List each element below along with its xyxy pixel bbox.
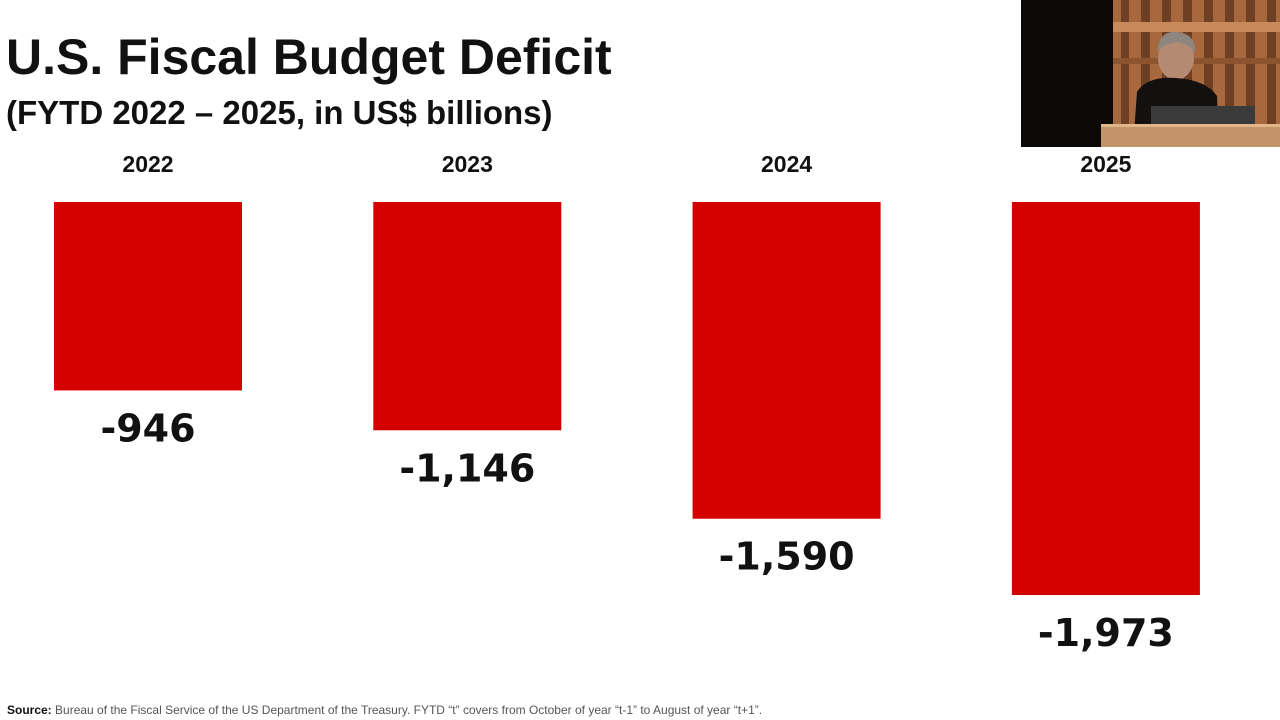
source-note: Source: Bureau of the Fiscal Service of …: [7, 703, 762, 717]
bar-2022: [54, 202, 242, 391]
category-label-2023: 2023: [442, 151, 493, 177]
speaker-video-inset: [1021, 0, 1280, 147]
chart-title: U.S. Fiscal Budget Deficit: [6, 29, 612, 85]
bar-2024: [692, 202, 881, 519]
value-label-2025: -1,973: [1038, 611, 1174, 655]
source-text: Bureau of the Fiscal Service of the US D…: [51, 703, 763, 717]
category-label-2024: 2024: [761, 151, 812, 177]
source-label: Source:: [7, 703, 52, 717]
value-label-2023: -1,146: [399, 446, 535, 490]
value-label-2022: -946: [100, 406, 195, 450]
bar-2025: [1011, 202, 1200, 596]
bar-2023: [373, 202, 562, 431]
value-label-2024: -1,590: [719, 535, 855, 579]
bar-chart: 2022 -946 2023 -1,146 2024 -1,590 2025 -1,973: [54, 151, 1200, 655]
speaker-video-icon: [1021, 0, 1280, 147]
category-label-2025: 2025: [1080, 151, 1131, 177]
category-label-2022: 2022: [122, 151, 173, 177]
chart-subtitle: (FYTD 2022 – 2025, in US$ billions): [6, 94, 553, 131]
